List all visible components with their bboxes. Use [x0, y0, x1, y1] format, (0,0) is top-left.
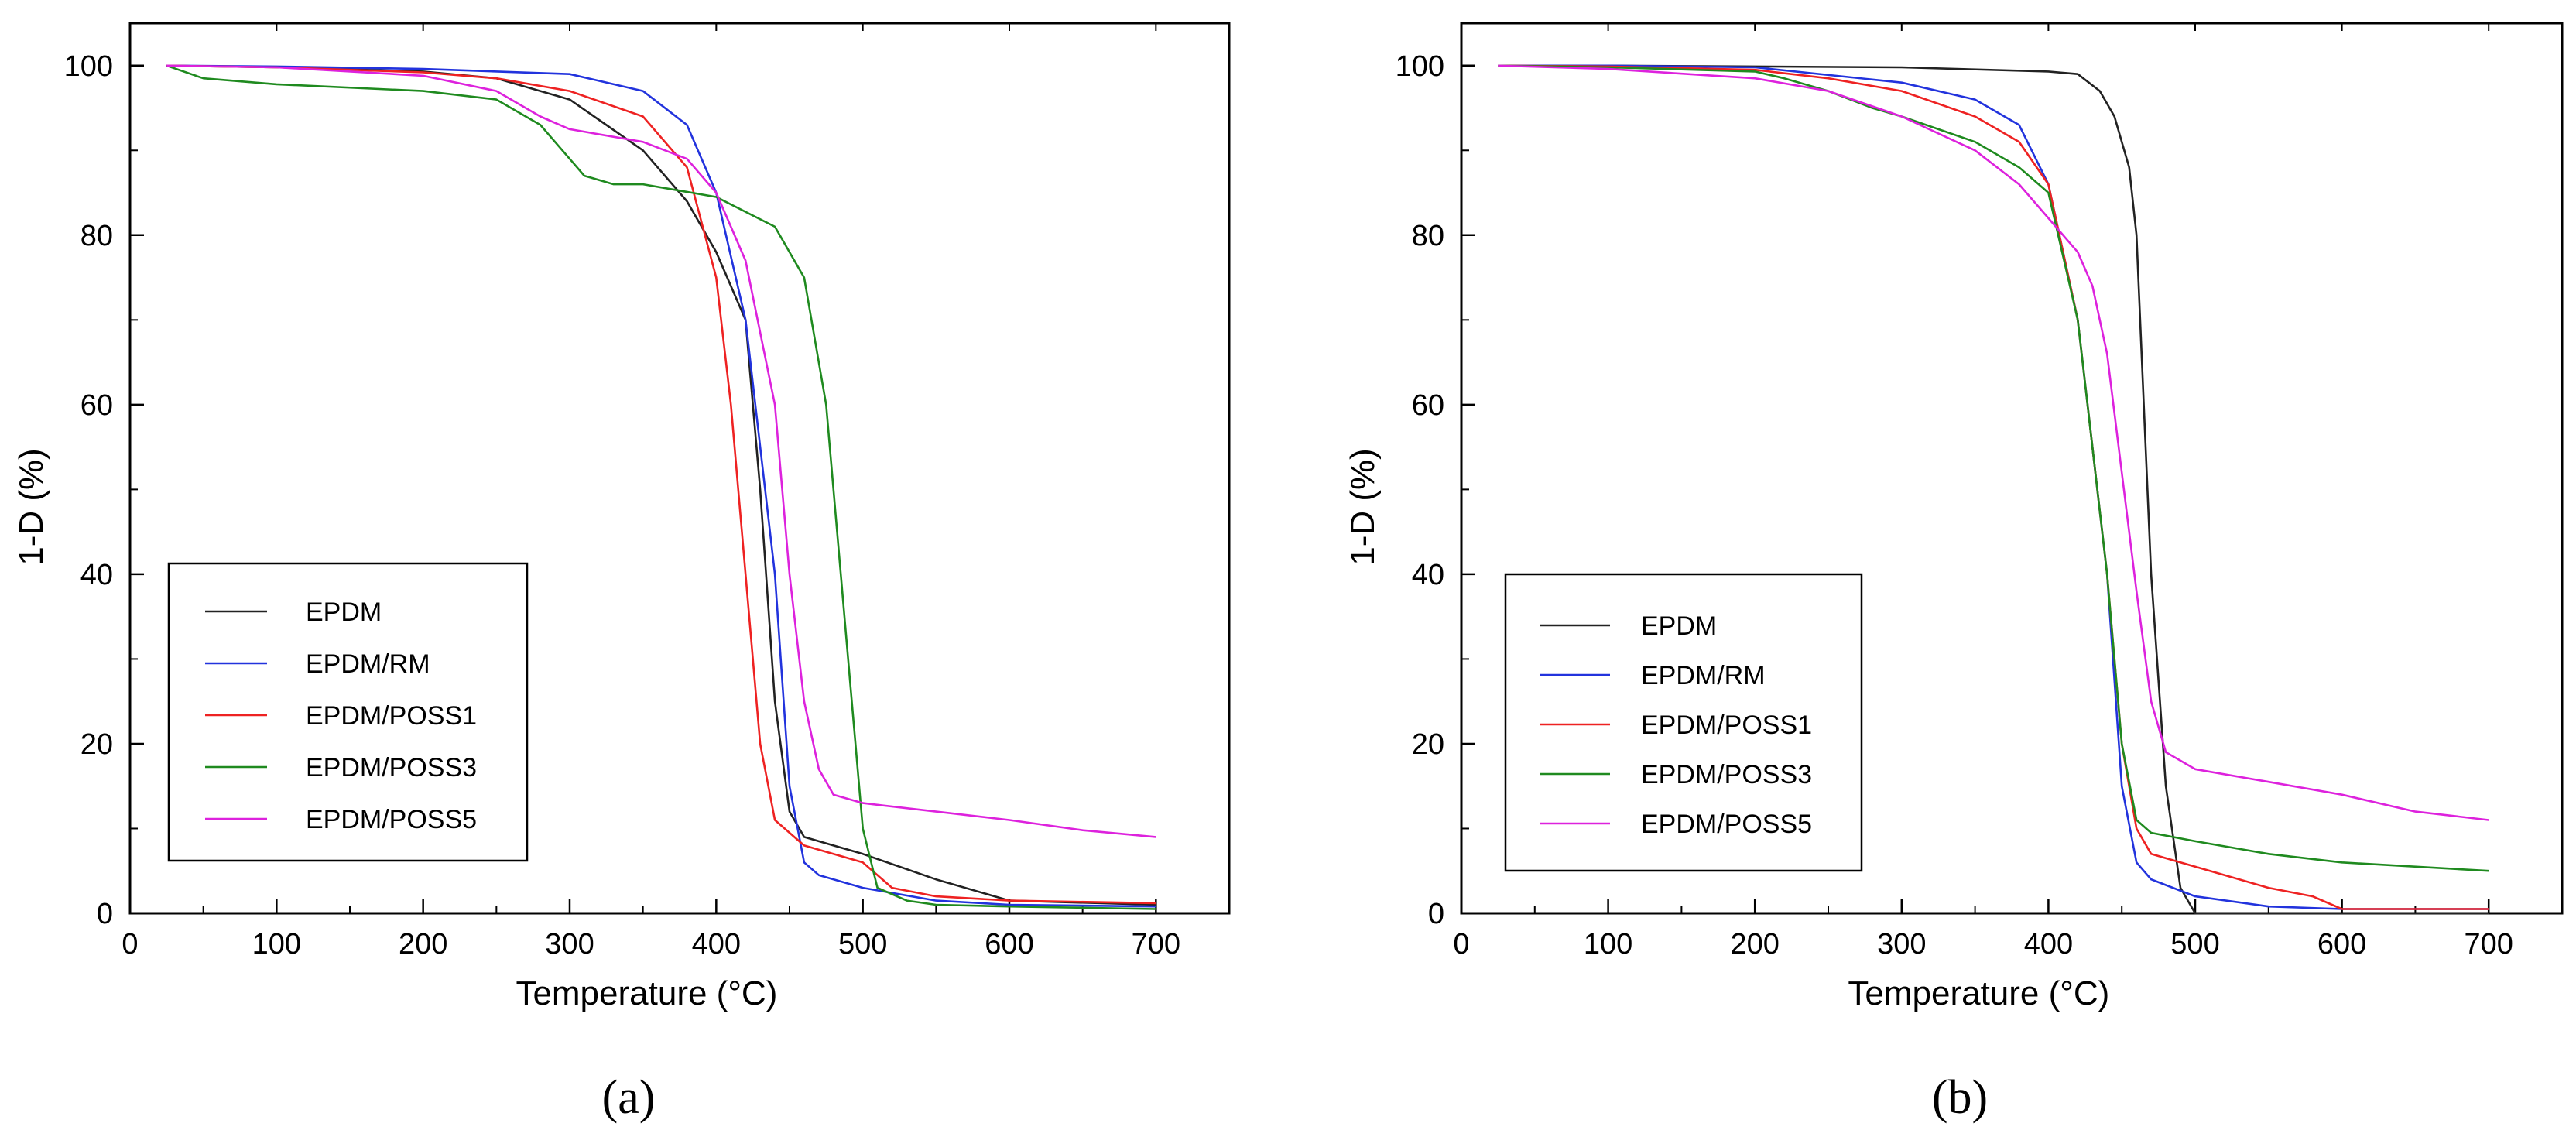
legend-box — [167, 562, 529, 862]
x-tick-label: 300 — [1877, 928, 1926, 960]
x-tick-label: 400 — [2024, 928, 2073, 960]
x-axis-title: Temperature (°C) — [516, 974, 777, 1012]
x-axis-title: Temperature (°C) — [1848, 974, 2109, 1012]
x-tick-label: 400 — [692, 928, 741, 960]
series-line-epdm-poss3 — [1498, 64, 2489, 872]
y-tick-label: 60 — [80, 389, 113, 422]
y-axis-title: 1-D (%) — [12, 448, 50, 566]
x-tick-label: 500 — [838, 928, 887, 960]
x-tick-label: 0 — [1453, 928, 1469, 960]
legend-label: EPDM/RM — [306, 649, 430, 679]
y-tick-label: 20 — [1412, 728, 1444, 761]
chart-panel-a: 0 100 200 300 400 500 600 700 0 20 40 60 80 100 Temper… — [12, 22, 1231, 1124]
legend-label: EPDM/POSS5 — [306, 805, 477, 834]
series-line-epdm-poss5 — [1498, 64, 2489, 821]
series-line-epdm-poss3 — [166, 64, 1156, 910]
plot-frame — [1460, 22, 2564, 915]
legend-label: EPDM — [306, 598, 382, 627]
y-tick-label: 0 — [97, 898, 113, 930]
y-tick-label: 40 — [1412, 559, 1444, 591]
legend-label: EPDM/POSS1 — [1641, 711, 1812, 740]
y-tick-label: 40 — [80, 559, 113, 591]
panel-label: (b) — [1932, 1071, 1988, 1124]
y-tick-label: 60 — [1412, 389, 1444, 422]
x-tick-label: 500 — [2170, 928, 2219, 960]
panel-label: (a) — [602, 1071, 656, 1124]
x-tick-label: 0 — [122, 928, 138, 960]
y-tick-label: 80 — [80, 220, 113, 252]
y-tick-label: 20 — [80, 728, 113, 761]
x-tick-label: 200 — [1730, 928, 1779, 960]
series-line-epdm-rm — [166, 64, 1156, 908]
y-tick-label: 100 — [64, 50, 113, 83]
plot-frame — [128, 22, 1231, 915]
x-tick-label: 600 — [2317, 928, 2366, 960]
x-tick-label: 200 — [399, 928, 447, 960]
x-tick-label: 600 — [985, 928, 1033, 960]
chart-panel-b: 0 100 200 300 400 500 600 700 0 20 40 60 80 100 Temper… — [1344, 22, 2564, 1124]
x-tick-label: 300 — [545, 928, 594, 960]
legend-label: EPDM — [1641, 611, 1717, 641]
y-tick-label: 80 — [1412, 220, 1444, 252]
x-tick-label: 700 — [1132, 928, 1180, 960]
y-axis-title: 1-D (%) — [1344, 448, 1382, 566]
x-tick-label: 700 — [2464, 928, 2513, 960]
series-line-epdm-poss5 — [166, 64, 1156, 838]
legend-label: EPDM/POSS3 — [1641, 760, 1812, 789]
legend-label: EPDM/POSS5 — [1641, 810, 1812, 839]
series-line-epdm-poss1 — [166, 64, 1156, 905]
y-tick-label: 100 — [1396, 50, 1444, 83]
x-tick-label: 100 — [1584, 928, 1632, 960]
legend-label: EPDM/POSS1 — [306, 701, 477, 731]
legend-label: EPDM/POSS3 — [306, 753, 477, 782]
legend-box — [1504, 573, 1863, 872]
y-tick-label: 0 — [1428, 898, 1444, 930]
legend-label: EPDM/RM — [1641, 661, 1766, 690]
x-tick-label: 100 — [252, 928, 301, 960]
